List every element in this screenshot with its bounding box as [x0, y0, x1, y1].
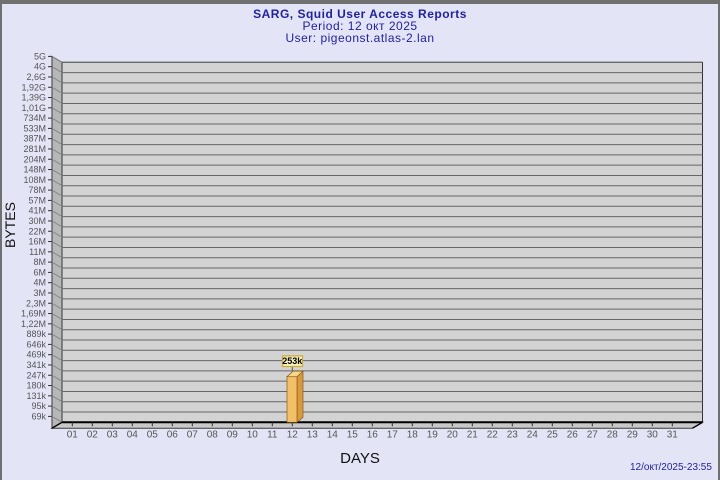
svg-text:889k: 889k [26, 329, 46, 339]
svg-text:12: 12 [287, 429, 299, 440]
svg-text:22M: 22M [28, 226, 46, 236]
svg-text:1,69M: 1,69M [21, 309, 46, 319]
svg-text:341k: 341k [26, 360, 46, 370]
svg-text:18: 18 [407, 429, 419, 440]
svg-text:131k: 131k [26, 391, 46, 401]
svg-text:253k: 253k [282, 356, 303, 366]
svg-text:281M: 281M [23, 144, 46, 154]
svg-text:05: 05 [147, 429, 159, 440]
svg-text:27: 27 [587, 429, 599, 440]
svg-text:69k: 69k [31, 411, 46, 421]
svg-text:180k: 180k [26, 381, 46, 391]
svg-text:469k: 469k [26, 350, 46, 360]
svg-text:1,92G: 1,92G [21, 82, 46, 92]
svg-text:06: 06 [167, 429, 179, 440]
svg-text:387M: 387M [23, 134, 46, 144]
svg-text:21: 21 [467, 429, 479, 440]
svg-text:5G: 5G [34, 51, 46, 61]
svg-text:08: 08 [207, 429, 219, 440]
svg-text:25: 25 [547, 429, 559, 440]
svg-text:15: 15 [347, 429, 359, 440]
svg-text:1,39G: 1,39G [21, 93, 46, 103]
svg-text:17: 17 [387, 429, 399, 440]
svg-text:16: 16 [367, 429, 379, 440]
svg-text:57M: 57M [28, 195, 46, 205]
svg-text:09: 09 [227, 429, 239, 440]
svg-text:108M: 108M [23, 175, 46, 185]
svg-text:01: 01 [67, 429, 79, 440]
svg-text:02: 02 [87, 429, 99, 440]
svg-text:26: 26 [567, 429, 579, 440]
svg-text:23: 23 [507, 429, 519, 440]
svg-text:30M: 30M [28, 216, 46, 226]
svg-text:4M: 4M [33, 278, 46, 288]
svg-text:78M: 78M [28, 185, 46, 195]
svg-text:22: 22 [487, 429, 499, 440]
svg-text:2,6G: 2,6G [26, 72, 46, 82]
svg-text:29: 29 [627, 429, 639, 440]
svg-text:10: 10 [247, 429, 259, 440]
svg-text:1,01G: 1,01G [21, 103, 46, 113]
svg-text:20: 20 [447, 429, 459, 440]
svg-text:204M: 204M [23, 154, 46, 164]
svg-text:734M: 734M [23, 113, 46, 123]
svg-text:247k: 247k [26, 370, 46, 380]
svg-text:41M: 41M [28, 206, 46, 216]
svg-text:16M: 16M [28, 237, 46, 247]
svg-text:148M: 148M [23, 165, 46, 175]
svg-text:31: 31 [667, 429, 679, 440]
svg-text:2,3M: 2,3M [26, 298, 46, 308]
svg-text:6M: 6M [33, 267, 46, 277]
svg-text:95k: 95k [31, 401, 46, 411]
svg-text:28: 28 [607, 429, 619, 440]
svg-text:07: 07 [187, 429, 199, 440]
svg-text:13: 13 [307, 429, 319, 440]
svg-text:3M: 3M [33, 288, 46, 298]
svg-text:19: 19 [427, 429, 439, 440]
svg-text:03: 03 [107, 429, 119, 440]
svg-text:14: 14 [327, 429, 339, 440]
svg-text:24: 24 [527, 429, 539, 440]
svg-text:4G: 4G [34, 62, 46, 72]
svg-text:1,22M: 1,22M [21, 319, 46, 329]
svg-text:8M: 8M [33, 257, 46, 267]
svg-text:04: 04 [127, 429, 139, 440]
svg-text:646k: 646k [26, 339, 46, 349]
svg-text:30: 30 [647, 429, 659, 440]
svg-text:11: 11 [267, 429, 278, 440]
svg-text:11M: 11M [29, 247, 46, 257]
svg-text:533M: 533M [23, 123, 46, 133]
